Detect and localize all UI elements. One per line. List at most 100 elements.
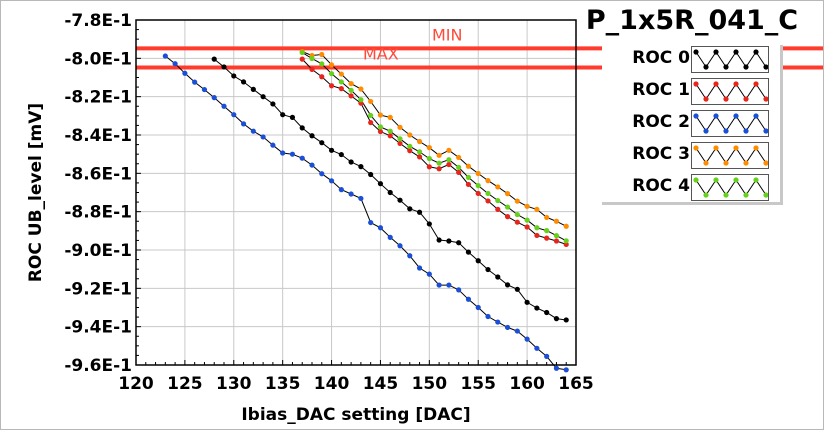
- series-roc-1-point: [544, 235, 550, 241]
- series-roc-3-legend-marker: [753, 145, 759, 151]
- series-roc-4-point: [319, 61, 325, 67]
- series-roc-2-point: [221, 103, 227, 109]
- series-roc-4-point: [299, 49, 305, 56]
- series-roc-0-point: [377, 181, 384, 187]
- legend-item-roc-3: ROC 3: [602, 142, 780, 172]
- series-roc-4-point: [426, 155, 432, 162]
- series-roc-2-point: [240, 121, 247, 127]
- series-roc-0-point: [524, 299, 530, 305]
- series-roc-1-point: [348, 93, 354, 99]
- series-roc-0-point: [338, 151, 344, 158]
- series-roc-4-point: [407, 143, 413, 149]
- series-roc-1-point: [495, 206, 501, 212]
- series-roc-3-point: [475, 170, 481, 177]
- legend-swatch: [691, 110, 769, 137]
- series-roc-4-point: [377, 124, 384, 130]
- series-roc-0-point: [358, 164, 364, 170]
- series-roc-4-legend-marker: [733, 177, 739, 183]
- series-roc-0-legend-marker: [743, 64, 749, 70]
- series-roc-4-legend-marker: [753, 177, 759, 183]
- series-roc-3-point: [524, 203, 530, 209]
- x-tick-label: 150: [412, 374, 448, 394]
- series-roc-1-legend-line: [695, 83, 767, 100]
- x-tick-labels: 120 125 130 135 140 145 150 155 160 165: [118, 374, 594, 394]
- legend-item-roc-2: ROC 2: [602, 110, 780, 140]
- series-roc-4-point: [514, 211, 520, 218]
- series-roc-0-point: [397, 197, 403, 203]
- series-roc-0-legend-line: [695, 51, 767, 68]
- series-roc-1-point: [416, 154, 423, 160]
- series-roc-1-legend-marker: [723, 96, 729, 102]
- series-roc-2-point: [465, 296, 472, 302]
- series-roc-1-line: [301, 58, 567, 245]
- series-roc-0-point: [436, 237, 442, 243]
- series-roc-3-legend-marker: [723, 160, 729, 166]
- series-roc-2-point: [504, 324, 511, 331]
- series-roc-0-point: [426, 221, 432, 227]
- legend-swatch: [691, 142, 769, 169]
- series-roc-2-point: [162, 53, 168, 59]
- series-roc-0-legend-marker: [723, 64, 729, 70]
- series-roc-2-point: [426, 271, 432, 277]
- x-tick-label: 155: [460, 374, 496, 394]
- series-roc-3-point: [456, 154, 462, 161]
- y-tick-label: -9.4E-1: [64, 318, 132, 338]
- series-roc-2-legend-marker: [753, 113, 759, 119]
- x-tick-label: 130: [216, 374, 252, 394]
- series-roc-0-point: [504, 282, 511, 288]
- series-roc-1-legend-marker: [693, 81, 699, 87]
- series-roc-2-point: [201, 86, 208, 93]
- legend-swatch: [691, 78, 769, 105]
- y-tick-label: -8.6E-1: [64, 164, 132, 184]
- series-roc-2-point: [544, 353, 550, 359]
- series-roc-0-point: [319, 140, 325, 146]
- series-roc-0-point: [485, 266, 491, 273]
- series-roc-1-point: [436, 166, 442, 172]
- series-roc-3-point: [377, 112, 384, 118]
- legend-label: ROC 0: [632, 48, 690, 68]
- series-roc-1-point: [299, 56, 305, 62]
- series-roc-0-point: [328, 147, 335, 153]
- series-roc-2-point: [289, 151, 296, 157]
- series-points: [162, 49, 569, 373]
- legend-swatch: [691, 174, 769, 201]
- series-roc-2-legend-marker: [733, 113, 739, 119]
- series-roc-0-point: [407, 206, 413, 212]
- y-tick-label: -8.4E-1: [64, 126, 132, 146]
- series-roc-1-legend-marker: [763, 96, 769, 102]
- series-roc-2-point: [475, 304, 481, 311]
- series-roc-0-point: [211, 56, 217, 62]
- series-roc-1-point: [456, 169, 462, 175]
- series-roc-2-point: [514, 328, 520, 334]
- series-roc-3-point: [446, 147, 452, 153]
- series-roc-2-point: [456, 287, 462, 293]
- x-tick-label: 135: [265, 374, 301, 394]
- series-roc-4-point: [387, 128, 393, 134]
- series-roc-1-point: [504, 214, 511, 220]
- series-roc-0-point: [544, 309, 550, 316]
- plot-border: [135, 19, 577, 366]
- series-roc-0-point: [446, 238, 452, 244]
- series-roc-3-legend-marker: [743, 160, 749, 166]
- series-roc-2-point: [250, 128, 256, 134]
- series-roc-1-legend-marker: [753, 81, 759, 87]
- series-roc-3-point: [358, 86, 364, 92]
- series-roc-4-point: [544, 228, 550, 234]
- y-axis-title: ROC UB_level [mV]: [26, 103, 46, 282]
- series-roc-4-point: [465, 174, 472, 180]
- series-roc-2-legend-line: [695, 115, 767, 132]
- series-roc-0-point: [514, 286, 520, 292]
- series-roc-2-legend-marker: [743, 128, 749, 134]
- series-roc-0-point: [240, 79, 247, 85]
- series-roc-2-point: [319, 171, 325, 177]
- series-roc-2-point: [280, 150, 286, 156]
- series-roc-0-point: [250, 86, 256, 92]
- series-roc-2-legend-marker: [713, 113, 719, 119]
- series-roc-1-point: [407, 148, 413, 154]
- series-roc-0-point: [416, 209, 423, 215]
- x-tick-label: 145: [363, 374, 399, 394]
- series-roc-0-point: [280, 112, 286, 118]
- series-roc-4-point: [309, 55, 315, 62]
- series-roc-0-point: [270, 101, 276, 107]
